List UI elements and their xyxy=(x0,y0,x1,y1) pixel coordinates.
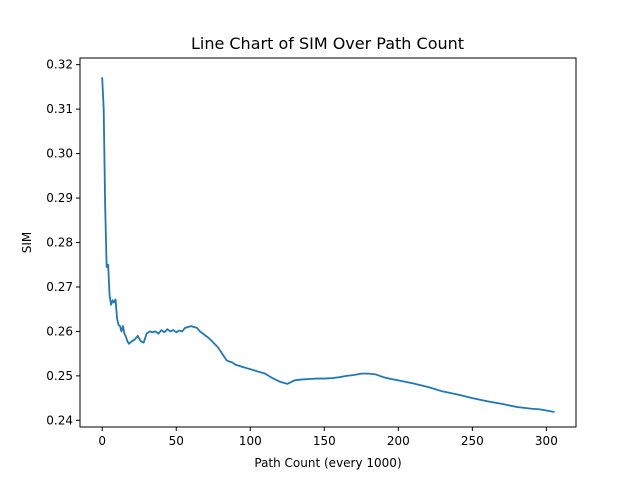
x-tick-label: 50 xyxy=(169,434,184,448)
x-tick-label: 0 xyxy=(98,434,106,448)
y-tick-label: 0.32 xyxy=(46,58,73,72)
y-tick-label: 0.31 xyxy=(46,102,73,116)
x-tick-label: 200 xyxy=(387,434,410,448)
y-axis: 0.24 0.25 0.26 0.27 0.28 0.29 0.30 0.31 0.32 xyxy=(46,58,80,427)
x-tick-label: 300 xyxy=(535,434,558,448)
sim-series-line xyxy=(101,77,555,413)
y-tick-label: 0.27 xyxy=(46,280,73,294)
y-axis-label: SIM xyxy=(20,232,34,254)
y-tick-label: 0.24 xyxy=(46,413,73,427)
y-tick-label: 0.29 xyxy=(46,191,73,205)
chart-title: Line Chart of SIM Over Path Count xyxy=(191,34,464,53)
x-axis: 0 50 100 150 200 250 300 xyxy=(98,427,558,448)
x-tick-label: 100 xyxy=(239,434,262,448)
x-axis-label: Path Count (every 1000) xyxy=(254,456,401,470)
y-tick-label: 0.28 xyxy=(46,236,73,250)
y-tick-label: 0.30 xyxy=(46,147,73,161)
y-tick-label: 0.26 xyxy=(46,324,73,338)
y-tick-label: 0.25 xyxy=(46,369,73,383)
plot-frame xyxy=(79,57,577,428)
x-tick-label: 250 xyxy=(461,434,484,448)
x-tick-label: 150 xyxy=(313,434,336,448)
